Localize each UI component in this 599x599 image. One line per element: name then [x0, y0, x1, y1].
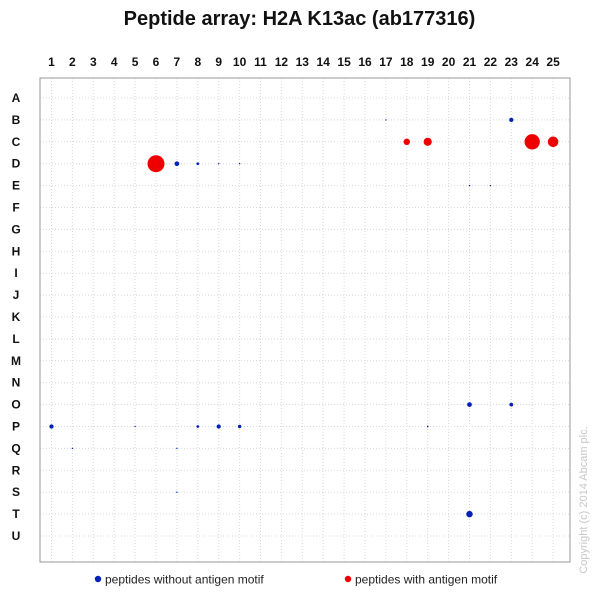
y-tick-label: D — [12, 157, 21, 171]
x-tick-label: 24 — [526, 55, 540, 69]
x-tick-label: 18 — [400, 55, 414, 69]
x-tick-label: 5 — [132, 55, 139, 69]
x-tick-label: 15 — [337, 55, 351, 69]
data-point-series-0-10 — [49, 424, 54, 429]
x-tick-label: 21 — [463, 55, 477, 69]
y-tick-label: B — [12, 113, 21, 127]
x-tick-label: 20 — [442, 55, 456, 69]
x-tick-label: 17 — [379, 55, 393, 69]
data-point-series-1-3 — [524, 134, 540, 150]
x-tick-label: 2 — [69, 55, 76, 69]
data-point-series-0-13 — [216, 424, 221, 429]
y-tick-label: K — [12, 310, 21, 324]
data-point-series-0-3 — [196, 162, 200, 166]
y-tick-label: F — [12, 201, 19, 215]
x-tick-label: 23 — [505, 55, 519, 69]
data-point-series-1-2 — [423, 137, 432, 146]
x-tick-label: 4 — [111, 55, 118, 69]
x-tick-label: 14 — [317, 55, 331, 69]
x-tick-label: 6 — [153, 55, 160, 69]
data-point-series-0-19 — [466, 510, 473, 518]
y-tick-label: Q — [11, 441, 20, 455]
data-point-series-0-17 — [176, 447, 178, 450]
data-point-series-0-15 — [426, 425, 429, 428]
data-point-series-0-4 — [218, 163, 220, 165]
x-tick-label: 8 — [194, 55, 201, 69]
legend: peptides without antigen motif peptides w… — [94, 573, 498, 587]
x-tick-label: 16 — [358, 55, 372, 69]
grid-lines — [40, 78, 570, 562]
y-tick-label: T — [12, 507, 20, 521]
data-point-series-0-11 — [134, 425, 136, 428]
data-points — [49, 117, 559, 518]
data-point-series-0-16 — [71, 447, 74, 450]
x-tick-label: 3 — [90, 55, 97, 69]
y-tick-label: C — [12, 135, 21, 149]
y-tick-label: P — [12, 420, 20, 434]
x-tick-label: 22 — [484, 55, 498, 69]
copyright-watermark: Copyright (c) 2014 Abcam plc. — [578, 426, 590, 574]
data-point-series-0-6 — [468, 184, 471, 187]
y-tick-label: I — [14, 266, 17, 280]
y-tick-label: G — [11, 222, 20, 236]
legend-marker-1 — [344, 575, 352, 583]
legend-label-0: peptides without antigen motif — [105, 573, 264, 587]
data-point-series-0-18 — [176, 491, 178, 493]
y-tick-label: H — [12, 244, 21, 258]
data-point-series-0-1 — [385, 119, 387, 121]
legend-marker-0 — [94, 575, 102, 583]
y-tick-label: R — [12, 463, 21, 477]
data-point-series-0-2 — [174, 161, 180, 167]
x-tick-label: 19 — [421, 55, 435, 69]
y-tick-label: A — [12, 91, 21, 105]
x-tick-label: 11 — [254, 55, 267, 69]
y-tick-label: L — [12, 332, 19, 346]
data-point-series-0-8 — [467, 402, 472, 407]
x-tick-label: 9 — [215, 55, 222, 69]
x-tick-label: 12 — [275, 55, 289, 69]
y-tick-label: O — [11, 398, 20, 412]
data-point-series-0-7 — [489, 184, 492, 187]
data-point-series-0-14 — [237, 424, 242, 429]
x-tick-label: 1 — [48, 55, 55, 69]
data-point-series-0-12 — [196, 425, 200, 428]
x-tick-label: 7 — [174, 55, 181, 69]
data-point-series-0-5 — [238, 163, 241, 165]
y-tick-label: E — [12, 179, 20, 193]
y-tick-label: M — [11, 354, 21, 368]
data-point-series-1-4 — [547, 136, 559, 148]
y-tick-label: J — [13, 288, 20, 302]
y-tick-label: S — [12, 485, 20, 499]
y-tick-label: N — [12, 376, 21, 390]
plot-frame — [39, 77, 571, 563]
x-tick-label: 13 — [296, 55, 310, 69]
data-point-series-1-0 — [147, 155, 165, 173]
y-tick-label: U — [12, 529, 21, 543]
data-point-series-1-1 — [403, 138, 411, 146]
data-point-series-0-0 — [509, 117, 514, 123]
x-tick-label: 10 — [233, 55, 247, 69]
x-axis-ticks: 1 2 3 4 5 6 7 8 9 10 11 12 13 14 15 16 17 18 19 20 21 22 23 24 2… — [48, 55, 560, 69]
x-tick-label: 25 — [546, 55, 560, 69]
legend-label-1: peptides with antigen motif — [355, 573, 498, 587]
chart-title: Peptide array: H2A K13ac (ab177316) — [123, 8, 476, 30]
data-point-series-0-9 — [509, 402, 514, 407]
